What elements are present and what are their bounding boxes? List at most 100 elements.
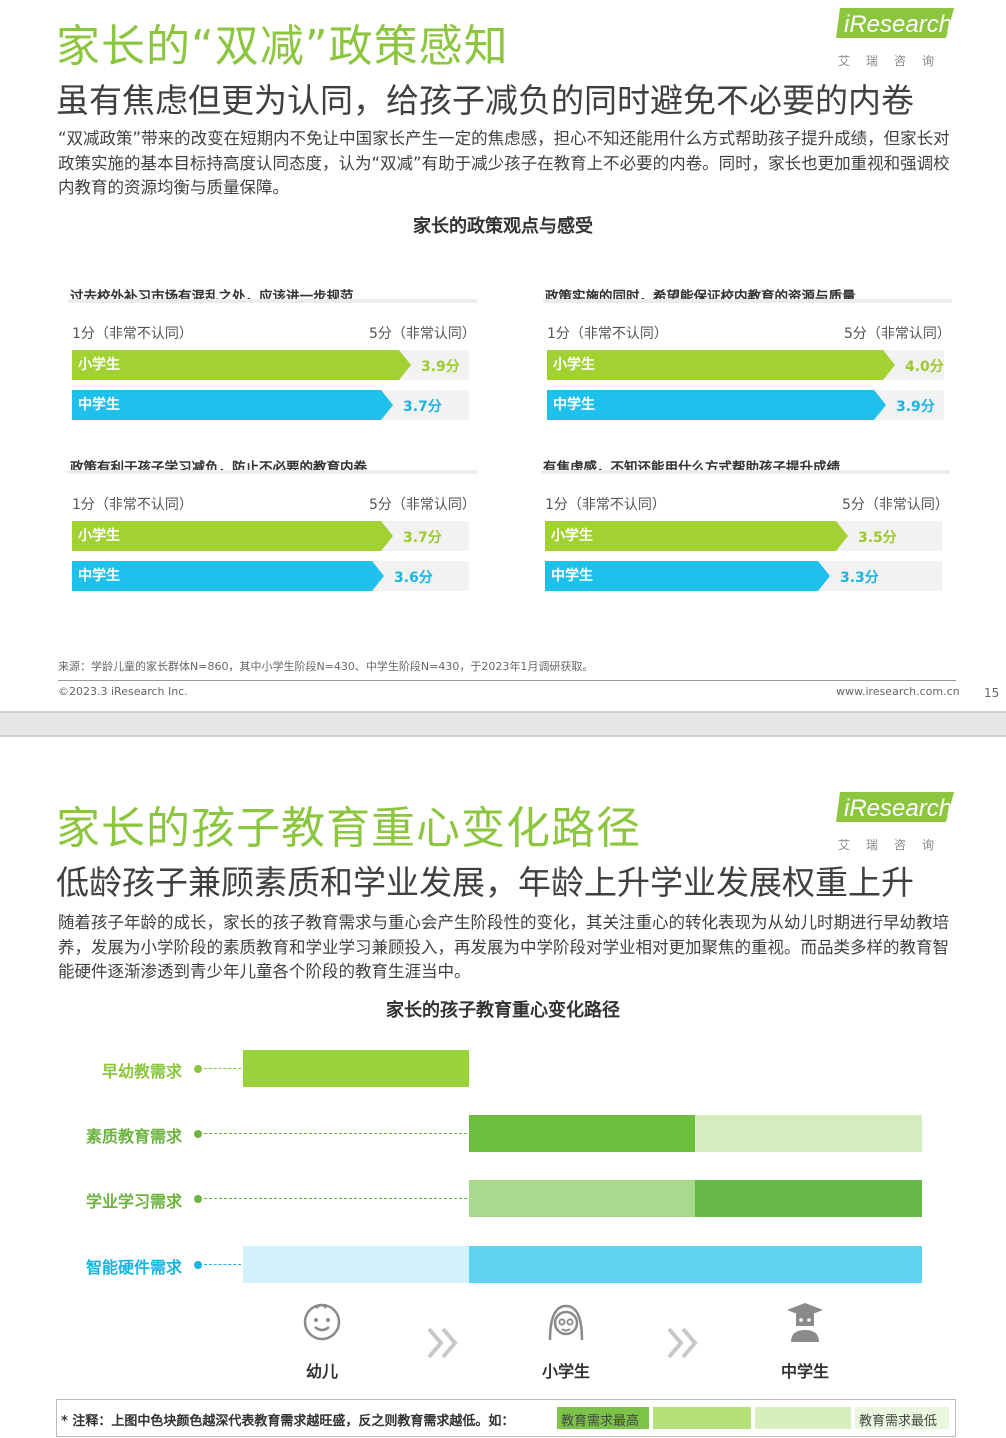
score-track: 小学生 3.9分 — [72, 350, 469, 380]
chart-title-page2: 家长的孩子教育重心变化路径 — [386, 1000, 620, 1021]
iresearch-logo-page2: iResearch 艾瑞咨询 — [836, 788, 958, 853]
row-connector — [204, 1264, 241, 1265]
middle-school-bar — [545, 561, 830, 591]
middle-school-bar — [547, 390, 886, 420]
page-subtitle: 虽有焦虑但更为认同，给孩子减负的同时避免不必要的内卷 — [56, 81, 914, 120]
bar-value: 3.7分 — [403, 530, 442, 546]
panel-rule — [68, 299, 477, 303]
bar-label: 中学生 — [78, 568, 120, 584]
demand-segment — [695, 1180, 922, 1217]
student-girl-icon — [544, 1300, 588, 1348]
footer-rule — [58, 680, 956, 681]
score-track: 中学生 3.9分 — [547, 390, 944, 420]
chart-title: 家长的政策观点与感受 — [413, 216, 593, 237]
row-dot — [194, 1130, 202, 1138]
panel-rule — [541, 470, 950, 474]
scale-min-label: 1分（非常不认同） — [547, 326, 668, 342]
scale-max-label: 5分（非常认同） — [369, 326, 476, 342]
demand-segment — [243, 1050, 469, 1087]
page-title: 家长的“双减”政策感知 — [56, 21, 509, 72]
legend-swatch-mid — [653, 1407, 751, 1429]
chevron-right-icon — [426, 1326, 462, 1364]
svg-text:iResearch: iResearch — [844, 11, 952, 38]
bar-label: 中学生 — [551, 568, 593, 584]
demand-segment — [695, 1115, 922, 1152]
demand-row-label: 智能硬件需求 — [85, 1258, 182, 1277]
score-track: 小学生 3.7分 — [72, 521, 469, 551]
logo-subtitle: 艾瑞咨询 — [838, 54, 951, 68]
bar-label: 小学生 — [553, 357, 595, 373]
demand-segment — [469, 1246, 695, 1283]
legend-swatch-high — [557, 1407, 649, 1429]
bar-label: 小学生 — [78, 357, 120, 373]
intro-paragraph-page2: 随着孩子年龄的成长，家长的孩子教育需求与重心会产生阶段性的变化，其关注重心的转化… — [58, 913, 949, 981]
bar-value: 3.5分 — [858, 530, 897, 546]
row-dot — [194, 1261, 202, 1269]
primary-school-bar — [72, 521, 393, 551]
graduate-icon — [783, 1300, 827, 1348]
legend-low-label: 教育需求最低 — [859, 1414, 938, 1429]
stage-label-toddler: 幼儿 — [305, 1362, 338, 1381]
row-dot — [194, 1065, 202, 1073]
logo-mark-icon: iResearch — [836, 792, 954, 822]
bar-value: 3.6分 — [394, 570, 433, 586]
bar-label: 小学生 — [78, 528, 120, 544]
score-track: 中学生 3.3分 — [545, 561, 942, 591]
logo-subtitle: 艾瑞咨询 — [838, 838, 951, 852]
bar-value: 3.7分 — [403, 399, 442, 415]
stage-label-secondary: 中学生 — [780, 1362, 829, 1381]
scale-max-label: 5分（非常认同） — [369, 497, 476, 513]
panel-rule — [543, 299, 952, 303]
svg-text:iResearch: iResearch — [844, 795, 952, 822]
middle-school-bar — [72, 561, 384, 591]
scale-min-label: 1分（非常不认同） — [545, 497, 666, 513]
demand-segment — [243, 1246, 469, 1283]
score-track: 中学生 3.6分 — [72, 561, 469, 591]
panel-rule — [68, 470, 477, 474]
legend-box: * 注释：上图中色块颜色越深代表教育需求越旺盛，反之则教育需求越低。如： 教育需… — [56, 1399, 956, 1437]
primary-school-bar — [547, 350, 895, 380]
row-connector — [204, 1198, 467, 1199]
demand-segment — [695, 1246, 922, 1283]
scale-max-label: 5分（非常认同） — [842, 497, 949, 513]
row-connector — [204, 1068, 241, 1069]
bar-label: 小学生 — [551, 528, 593, 544]
toddler-icon — [300, 1300, 344, 1348]
score-track: 小学生 3.5分 — [545, 521, 942, 551]
iresearch-logo: iResearch 艾瑞咨询 — [836, 4, 958, 69]
page2-subtitle: 低龄孩子兼顾素质和学业发展，年龄上升学业发展权重上升 — [56, 863, 914, 902]
demand-row-label: 学业学习需求 — [85, 1192, 182, 1211]
legend-high-label: 教育需求最高 — [561, 1414, 640, 1429]
bar-value: 3.3分 — [840, 570, 879, 586]
row-connector — [204, 1133, 467, 1134]
bar-label: 中学生 — [78, 397, 120, 413]
demand-segment — [469, 1115, 695, 1152]
bar-label: 中学生 — [553, 397, 595, 413]
scale-min-label: 1分（非常不认同） — [72, 326, 193, 342]
legend-swatch-lowest — [855, 1407, 949, 1429]
stage-label-primary: 小学生 — [541, 1362, 590, 1381]
demand-row-label: 素质教育需求 — [85, 1127, 182, 1146]
intro-paragraph: “双减政策”带来的改变在短期内不免让中国家长产生一定的焦虑感，担心不知还能用什么… — [58, 129, 950, 197]
legend-note: * 注释：上图中色块颜色越深代表教育需求越旺盛，反之则教育需求越低。如： — [61, 1414, 515, 1429]
chevron-right-icon — [666, 1326, 702, 1364]
copyright: ©2023.3 iResearch Inc. — [58, 685, 188, 698]
bar-value: 3.9分 — [896, 399, 935, 415]
page2-title: 家长的孩子教育重心变化路径 — [56, 803, 641, 854]
bar-value: 4.0分 — [905, 359, 944, 375]
primary-school-bar — [545, 521, 848, 551]
logo-mark-icon: iResearch — [836, 8, 954, 38]
demand-row-label: 早幼教需求 — [101, 1062, 182, 1081]
primary-school-bar — [72, 350, 411, 380]
legend-swatch-low — [755, 1407, 851, 1429]
middle-school-bar — [72, 390, 393, 420]
source-note: 来源：学龄儿童的家长群体N=860，其中小学生阶段N=430、中学生阶段N=43… — [58, 660, 594, 673]
page-number: 15 — [984, 686, 1000, 700]
demand-segment — [469, 1180, 695, 1217]
scale-min-label: 1分（非常不认同） — [72, 497, 193, 513]
website-link[interactable]: www.iresearch.com.cn — [836, 685, 960, 698]
score-track: 中学生 3.7分 — [72, 390, 469, 420]
page-divider — [0, 711, 1006, 737]
bar-value: 3.9分 — [421, 359, 460, 375]
row-dot — [194, 1195, 202, 1203]
